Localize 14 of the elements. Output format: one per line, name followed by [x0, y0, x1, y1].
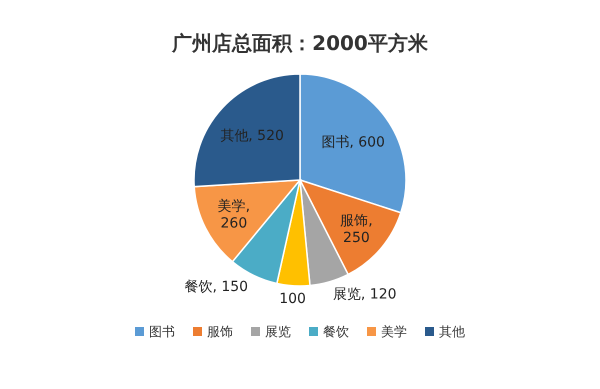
- data-label: 图书, 600: [321, 134, 385, 150]
- legend-label: 其他: [439, 325, 465, 340]
- legend-label: 餐饮: [323, 325, 349, 340]
- legend-label: 图书: [149, 325, 175, 340]
- data-label: 其他, 520: [220, 128, 284, 144]
- legend-label: 服饰: [207, 325, 233, 340]
- legend-label: 美学: [381, 324, 407, 340]
- legend-label: 展览: [265, 325, 291, 340]
- data-label: 美学, 260: [218, 198, 250, 232]
- data-label: 服饰, 250: [340, 213, 373, 246]
- data-label: 100: [279, 290, 306, 307]
- chart-title: 广州店总面积：2000平方米: [171, 31, 429, 55]
- data-label: 餐饮, 150: [184, 278, 248, 295]
- data-label: 展览, 120: [332, 286, 397, 302]
